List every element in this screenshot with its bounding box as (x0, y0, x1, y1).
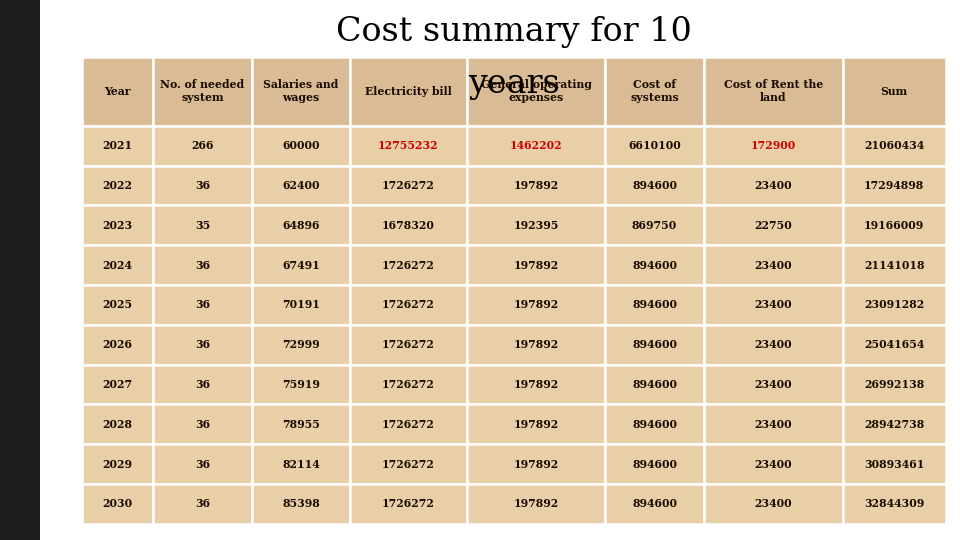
Text: 23400: 23400 (755, 379, 792, 390)
Text: 1462202: 1462202 (510, 140, 563, 151)
Text: Cost of Rent the
land: Cost of Rent the land (724, 79, 823, 103)
Text: 23400: 23400 (755, 458, 792, 470)
Text: Cost summary for 10: Cost summary for 10 (336, 16, 691, 48)
Text: 23400: 23400 (755, 180, 792, 191)
Text: 6610100: 6610100 (628, 140, 681, 151)
Text: 197892: 197892 (514, 419, 559, 430)
Text: Cost of
systems: Cost of systems (631, 79, 679, 103)
Text: 23400: 23400 (755, 498, 792, 509)
Text: 23400: 23400 (755, 299, 792, 310)
Text: 82114: 82114 (282, 458, 320, 470)
Text: 1726272: 1726272 (382, 339, 435, 350)
Text: years: years (468, 68, 560, 99)
Text: 67491: 67491 (282, 260, 320, 271)
Text: 23400: 23400 (755, 419, 792, 430)
Text: No. of needed
system: No. of needed system (160, 79, 245, 103)
Text: 12755232: 12755232 (378, 140, 439, 151)
Text: 2025: 2025 (103, 299, 132, 310)
Text: 894600: 894600 (632, 339, 677, 350)
Text: 894600: 894600 (632, 379, 677, 390)
Text: 197892: 197892 (514, 458, 559, 470)
Text: 2027: 2027 (103, 379, 132, 390)
Text: 2028: 2028 (103, 419, 132, 430)
Text: 1726272: 1726272 (382, 180, 435, 191)
Text: Electricity bill: Electricity bill (365, 86, 452, 97)
Text: 2026: 2026 (103, 339, 132, 350)
Text: 2030: 2030 (103, 498, 132, 509)
Text: 894600: 894600 (632, 419, 677, 430)
Text: 36: 36 (195, 458, 210, 470)
Text: 36: 36 (195, 299, 210, 310)
Text: 62400: 62400 (282, 180, 320, 191)
Text: 36: 36 (195, 498, 210, 509)
Text: 25041654: 25041654 (864, 339, 924, 350)
Text: 85398: 85398 (282, 498, 320, 509)
Text: 78955: 78955 (282, 419, 320, 430)
Text: 23091282: 23091282 (864, 299, 924, 310)
Text: 2023: 2023 (103, 220, 132, 231)
Text: 60000: 60000 (282, 140, 320, 151)
Text: 894600: 894600 (632, 260, 677, 271)
Text: Sum: Sum (880, 86, 908, 97)
Text: 26992138: 26992138 (864, 379, 924, 390)
Text: 64896: 64896 (282, 220, 320, 231)
Text: 21060434: 21060434 (864, 140, 924, 151)
Text: 197892: 197892 (514, 299, 559, 310)
Text: 894600: 894600 (632, 299, 677, 310)
Text: 2022: 2022 (103, 180, 132, 191)
Text: 36: 36 (195, 180, 210, 191)
Text: 32844309: 32844309 (864, 498, 924, 509)
Text: 2024: 2024 (103, 260, 132, 271)
Text: 1726272: 1726272 (382, 260, 435, 271)
Text: 1726272: 1726272 (382, 419, 435, 430)
Text: General operating
expenses: General operating expenses (481, 79, 591, 103)
Text: 2021: 2021 (103, 140, 132, 151)
Text: 22750: 22750 (755, 220, 792, 231)
Text: 23400: 23400 (755, 339, 792, 350)
Text: 2029: 2029 (103, 458, 132, 470)
Text: 894600: 894600 (632, 458, 677, 470)
Text: 17294898: 17294898 (864, 180, 924, 191)
Text: 1678320: 1678320 (382, 220, 435, 231)
Text: 266: 266 (191, 140, 214, 151)
Text: 1726272: 1726272 (382, 498, 435, 509)
Text: 70191: 70191 (282, 299, 320, 310)
Text: 28942738: 28942738 (864, 419, 924, 430)
Text: 36: 36 (195, 339, 210, 350)
Text: 21141018: 21141018 (864, 260, 924, 271)
Text: 23400: 23400 (755, 260, 792, 271)
Text: 36: 36 (195, 379, 210, 390)
Text: 1726272: 1726272 (382, 379, 435, 390)
Text: 869750: 869750 (632, 220, 677, 231)
Text: 1726272: 1726272 (382, 299, 435, 310)
Text: 197892: 197892 (514, 339, 559, 350)
Text: 36: 36 (195, 419, 210, 430)
Text: 197892: 197892 (514, 180, 559, 191)
Text: 19166009: 19166009 (864, 220, 924, 231)
Text: 35: 35 (195, 220, 210, 231)
Text: 172900: 172900 (751, 140, 796, 151)
Text: Year: Year (105, 86, 131, 97)
Text: 75919: 75919 (282, 379, 320, 390)
Text: 192395: 192395 (514, 220, 559, 231)
Text: 72999: 72999 (282, 339, 320, 350)
Text: Salaries and
wages: Salaries and wages (263, 79, 339, 103)
Text: 36: 36 (195, 260, 210, 271)
Text: 1726272: 1726272 (382, 458, 435, 470)
Text: 894600: 894600 (632, 180, 677, 191)
Text: 894600: 894600 (632, 498, 677, 509)
Text: 197892: 197892 (514, 260, 559, 271)
Text: 197892: 197892 (514, 498, 559, 509)
Text: 30893461: 30893461 (864, 458, 924, 470)
Text: 197892: 197892 (514, 379, 559, 390)
